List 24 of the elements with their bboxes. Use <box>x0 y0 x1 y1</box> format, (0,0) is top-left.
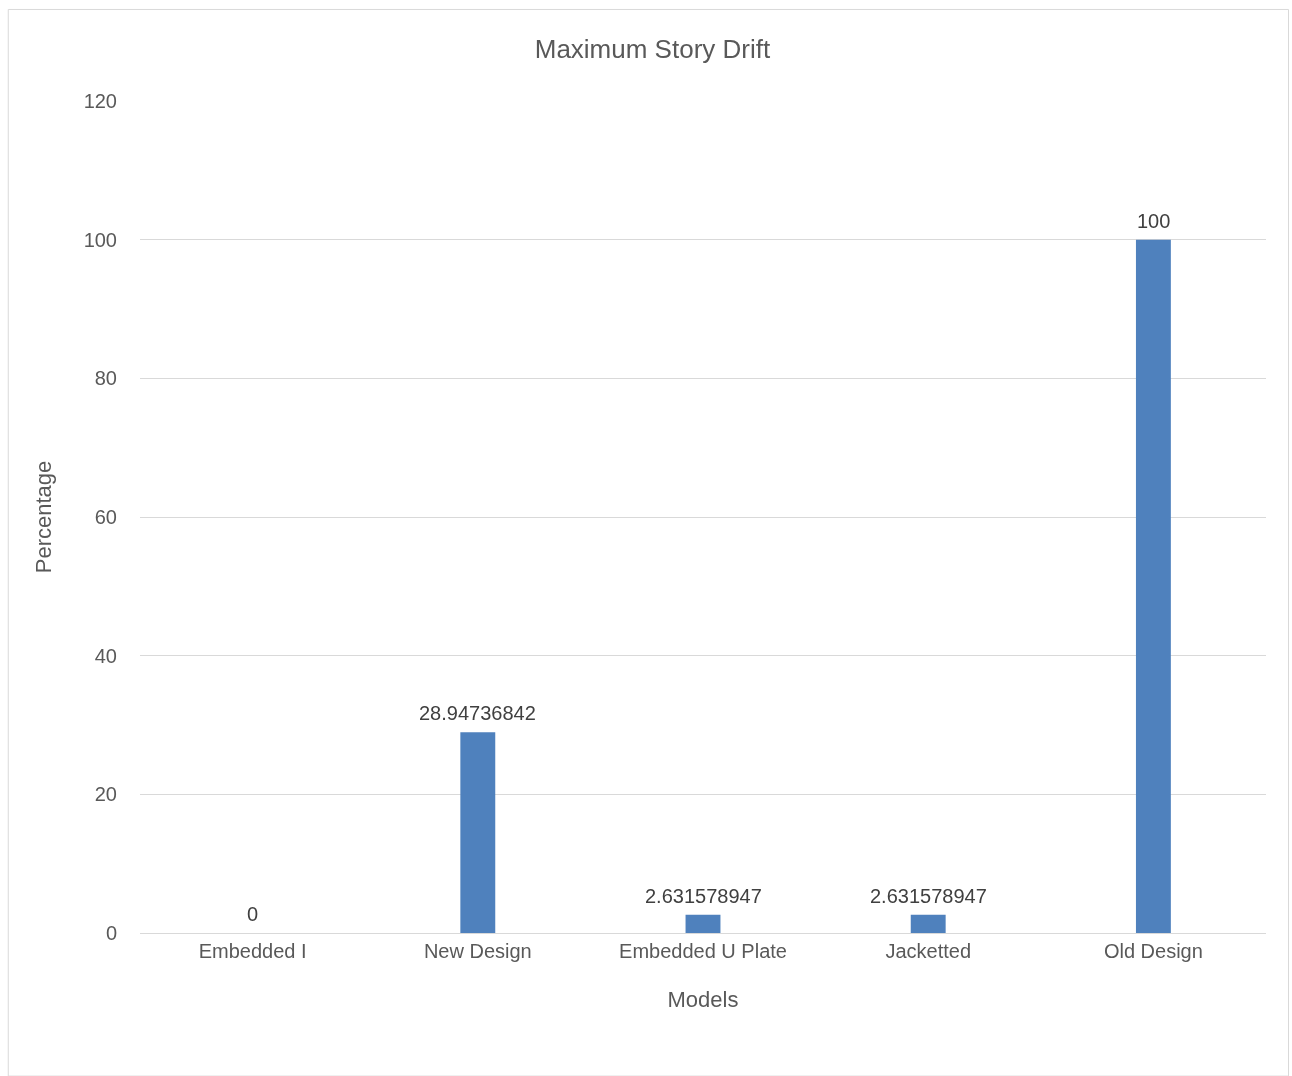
y-tick-label: 120 <box>83 90 117 112</box>
y-tick-label: 40 <box>94 644 117 667</box>
x-tick-label: Embedded U Plate <box>619 940 787 962</box>
y-tick-label: 20 <box>94 783 117 806</box>
x-tick-label: Embedded I <box>198 940 307 962</box>
bar <box>1135 239 1171 933</box>
bar <box>685 914 721 933</box>
bar <box>460 732 496 933</box>
y-axis-title: Percentage <box>31 460 57 574</box>
data-label: 2.631578947 <box>645 885 762 907</box>
y-tick-label: 80 <box>94 367 117 390</box>
y-tick-label: 100 <box>83 228 117 251</box>
x-axis-title: Models <box>667 986 739 1012</box>
x-tick-label: Jacketted <box>885 940 971 962</box>
data-label: 0 <box>247 903 259 925</box>
x-tick-label: New Design <box>423 940 532 962</box>
data-label: 100 <box>1137 210 1171 232</box>
y-tick-label: 0 <box>105 922 117 944</box>
chart-title: Maximum Story Drift <box>534 33 771 64</box>
data-label: 28.94736842 <box>419 702 536 724</box>
y-tick-label: 60 <box>94 506 117 528</box>
data-label: 2.631578947 <box>870 885 987 907</box>
bar <box>910 914 946 933</box>
x-tick-label: Old Design <box>1103 940 1203 962</box>
